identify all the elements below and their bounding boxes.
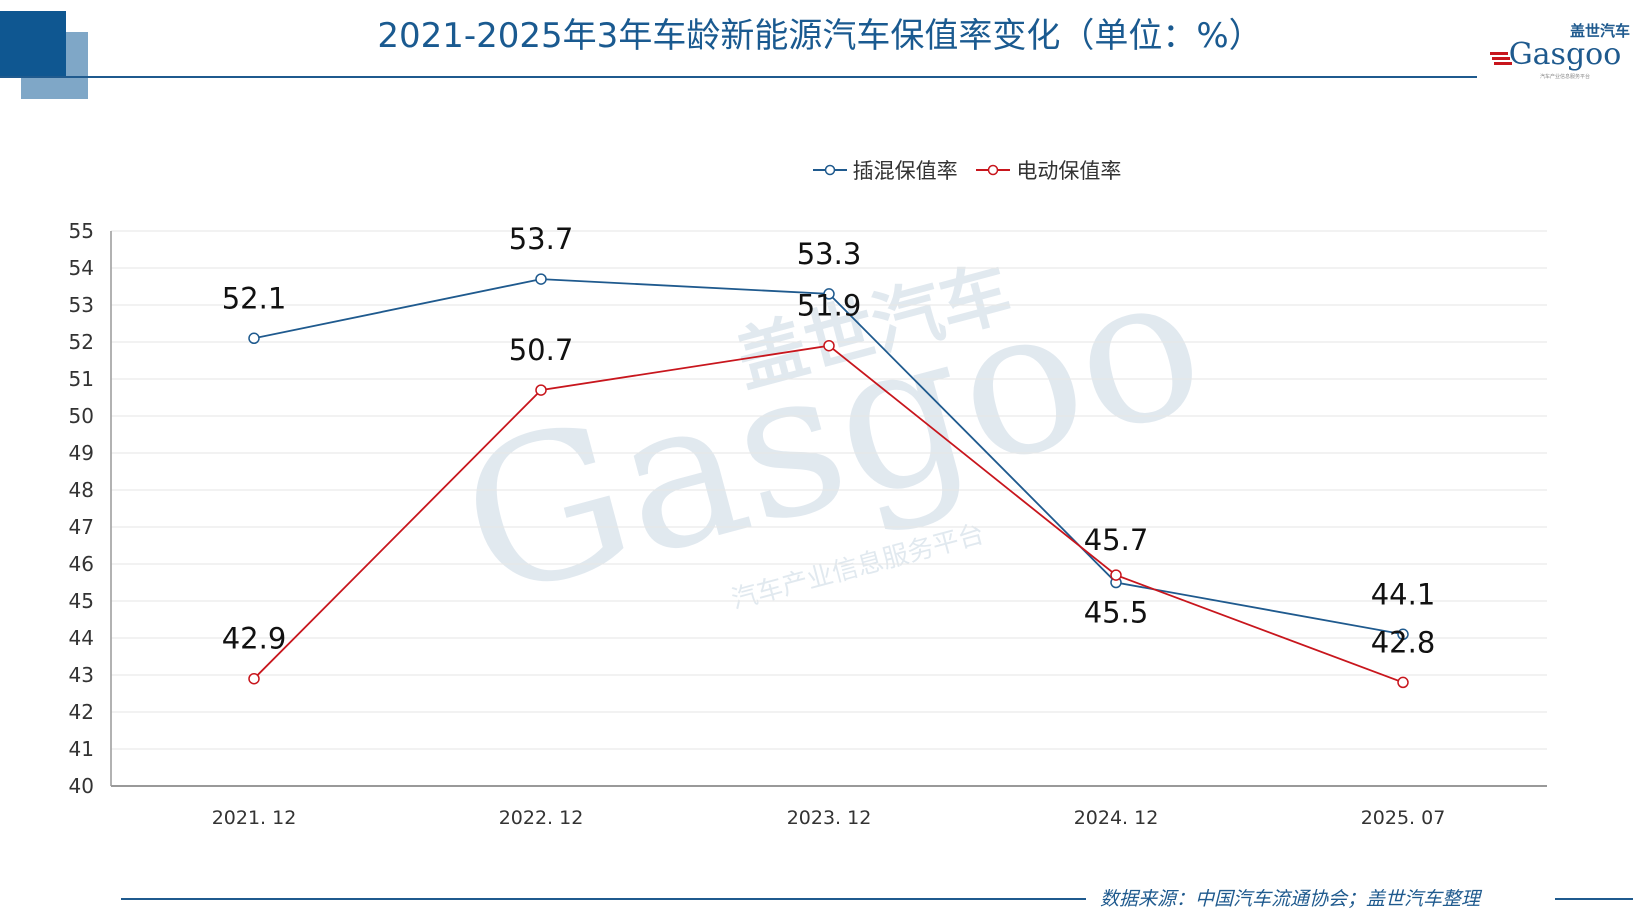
legend-line-marker-icon: [976, 164, 1011, 176]
footer-line-left: [121, 898, 1086, 900]
x-tick-label: 2025. 07: [1361, 807, 1446, 829]
title-underline: [0, 76, 1477, 78]
y-tick-label: 50: [69, 404, 94, 428]
page-title: 2021-2025年3年车龄新能源汽车保值率变化（单位：%）: [377, 16, 1263, 56]
footer-line-right: [1555, 898, 1633, 900]
svg-text:盖世汽车: 盖世汽车: [1570, 22, 1630, 40]
data-label: 42.8: [1371, 625, 1436, 659]
data-point: [535, 273, 547, 285]
legend-item-ev: 电动保值率: [976, 155, 1121, 185]
data-point: [823, 339, 835, 352]
y-tick-label: 46: [69, 552, 94, 576]
data-point: [1110, 569, 1122, 581]
svg-text:汽车产业信息服务平台: 汽车产业信息服务平台: [1540, 73, 1590, 80]
data-point: [248, 672, 260, 685]
y-tick-label: 53: [69, 293, 94, 317]
data-label: 42.9: [222, 622, 287, 656]
source-note: 数据来源：中国汽车流通协会；盖世汽车整理: [1100, 888, 1481, 910]
data-point: [823, 288, 835, 300]
y-tick-label: 45: [69, 589, 94, 613]
data-label: 45.5: [1084, 596, 1149, 630]
y-tick-label: 42: [69, 700, 94, 724]
data-label: 53.7: [509, 222, 574, 256]
decor-square-dark: [0, 11, 66, 77]
x-tick-label: 2024. 12: [1074, 807, 1159, 829]
gasgoo-logo: 盖世汽车 Gasgoo 汽车产业信息服务平台: [1490, 22, 1630, 80]
data-point: [1397, 628, 1409, 641]
x-tick-label: 2023. 12: [787, 807, 872, 829]
y-tick-label: 47: [69, 515, 94, 539]
y-tick-label: 54: [69, 256, 94, 280]
y-tick-label: 41: [69, 737, 94, 761]
legend-label: 插混保值率: [852, 159, 958, 183]
data-point: [1397, 676, 1409, 689]
data-label: 52.1: [222, 281, 287, 315]
y-tick-label: 51: [69, 367, 94, 391]
data-label: 50.7: [509, 333, 574, 367]
y-tick-label: 44: [69, 626, 94, 650]
svg-text:Gasgoo: Gasgoo: [1509, 37, 1622, 72]
x-tick-label: 2022. 12: [499, 807, 584, 829]
data-point: [248, 332, 260, 345]
data-label: 45.7: [1084, 523, 1149, 557]
y-tick-label: 49: [69, 441, 94, 465]
watermark: 盖世汽车 Gasgoo 汽车产业信息服务平台: [440, 224, 1225, 643]
data-label: 44.1: [1371, 577, 1436, 611]
legend-label: 电动保值率: [1016, 159, 1122, 183]
y-tick-label: 40: [69, 774, 94, 798]
y-tick-label: 48: [69, 478, 94, 502]
y-tick-label: 52: [69, 330, 94, 354]
legend-line-marker-icon: [812, 164, 847, 176]
data-point: [535, 384, 547, 396]
y-tick-label: 55: [69, 219, 94, 243]
legend-item-phev: 插混保值率: [812, 155, 958, 185]
data-label: 51.9: [797, 289, 862, 323]
chart-legend: 插混保值率 电动保值率: [0, 155, 1640, 185]
x-tick-label: 2021. 12: [212, 807, 297, 829]
y-tick-label: 43: [69, 663, 94, 687]
data-label: 53.3: [797, 237, 862, 271]
